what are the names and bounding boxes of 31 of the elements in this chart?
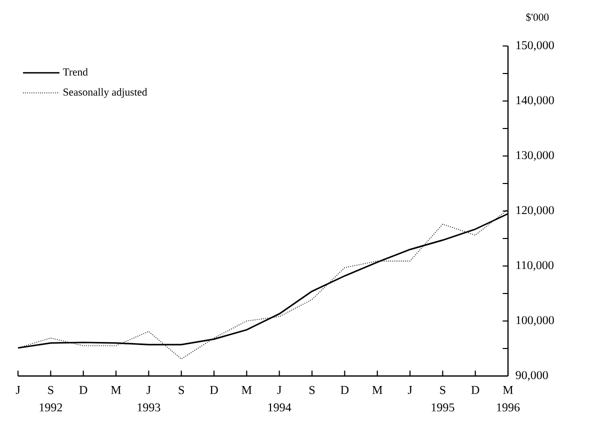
y-tick-label: 100,000 bbox=[516, 316, 554, 326]
x-tick-label: S bbox=[178, 386, 184, 394]
x-tick-label: S bbox=[440, 386, 446, 394]
x-tick-label: S bbox=[48, 386, 54, 394]
legend-label: Trend bbox=[63, 68, 88, 76]
text: 1995 bbox=[432, 403, 454, 412]
x-tick-label: D bbox=[471, 386, 480, 394]
x-tick-label: M bbox=[111, 386, 121, 394]
x-tick-label: J bbox=[408, 386, 412, 394]
x-tick-label: D bbox=[210, 386, 218, 394]
x-tick-label: D bbox=[340, 386, 349, 394]
y-tick-label: 140,000 bbox=[516, 96, 554, 106]
y-tick-label: 120,000 bbox=[516, 206, 554, 216]
text: 1996 bbox=[497, 403, 520, 412]
x-tick-label: M bbox=[372, 386, 382, 394]
x-tick-label: M bbox=[242, 386, 252, 394]
x-tick-label: J bbox=[146, 386, 151, 394]
y-tick-label: 150,000 bbox=[516, 41, 554, 51]
x-tick-label: S bbox=[309, 386, 315, 394]
text: 1994 bbox=[268, 403, 292, 412]
text: 1992 bbox=[40, 403, 62, 412]
y-tick-label: 90,000 bbox=[516, 371, 548, 381]
y-axis-title: $'000 bbox=[526, 12, 549, 22]
x-tick-label: J bbox=[16, 386, 20, 394]
text: 1993 bbox=[138, 403, 160, 412]
y-tick-label: 110,000 bbox=[516, 261, 554, 271]
x-tick-label: J bbox=[277, 386, 282, 394]
y-tick-label: 130,000 bbox=[516, 151, 554, 161]
x-tick-label: D bbox=[79, 386, 88, 394]
x-tick-label: M bbox=[503, 386, 513, 394]
legend-label: Seasonally adjusted bbox=[64, 88, 148, 98]
